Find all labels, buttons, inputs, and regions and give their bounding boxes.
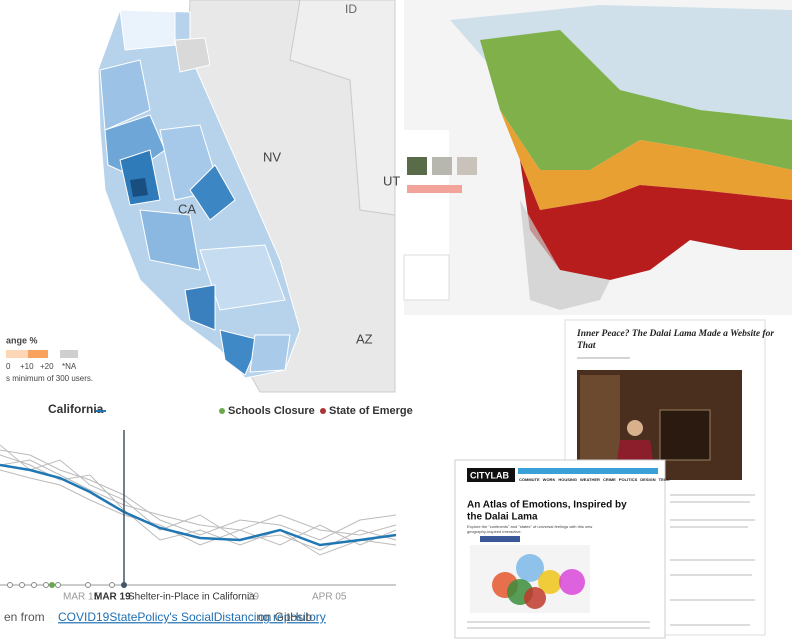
california-line — [0, 463, 397, 547]
article-title: the Dalai Lama — [467, 512, 538, 523]
article-title: That — [577, 341, 596, 351]
nav-item[interactable]: COMMUTE — [519, 477, 540, 482]
button-row — [407, 185, 462, 193]
nav-item[interactable]: WEATHER — [580, 477, 600, 482]
legend-label: Schools Closure — [228, 405, 315, 417]
x-label: Shelter-in-Place in California — [128, 592, 255, 603]
county — [249, 334, 291, 373]
x-label: MAR 19 — [94, 592, 131, 603]
legend-swatch — [60, 350, 78, 358]
county — [119, 9, 176, 51]
info-box — [403, 254, 450, 301]
footer-text: on GitHub — [258, 610, 312, 624]
county — [99, 59, 151, 131]
article-title: An Atlas of Emotions, Inspired by — [467, 500, 627, 511]
brand: CITYLAB — [470, 470, 509, 480]
gray-line — [0, 459, 397, 536]
california-map-panel: ID NV UT CA AZ ange % 0 +10 +20 *NA s mi… — [0, 0, 400, 393]
thumb — [457, 157, 477, 175]
nav-item[interactable]: CRIME — [603, 477, 616, 482]
emotion-circle — [516, 554, 544, 582]
nav-bar — [518, 468, 658, 474]
thumb — [407, 157, 427, 175]
emotion-circle — [524, 587, 546, 609]
state-label: UT — [383, 173, 400, 188]
footer-text: en from — [4, 610, 45, 624]
county — [119, 149, 161, 206]
person-head — [627, 420, 643, 436]
gray-line — [0, 444, 397, 551]
legend-label: State of Emerge — [329, 405, 413, 417]
county — [219, 329, 261, 376]
text-lines — [670, 494, 755, 626]
emotion-circle — [538, 570, 562, 594]
bookshelf — [580, 375, 620, 475]
articles-panel: Inner Peace? The Dalai Lama Made a Websi… — [454, 319, 774, 639]
panel-title: California — [48, 402, 104, 416]
nav-item[interactable]: TECH — [659, 477, 670, 482]
nav-item[interactable]: HOUSING — [558, 477, 577, 482]
emotion-circle — [559, 569, 585, 595]
footer-link[interactable]: COVID19StatePolicy's SocialDistancing re… — [58, 610, 326, 624]
nav: COMMUTE WORK HOUSING WEATHER CRIME POLITICS DE… — [519, 477, 670, 482]
county — [130, 178, 148, 197]
article-subtitle: geography-inspired interactive. — [467, 529, 522, 534]
brand-box — [467, 468, 515, 482]
legend-label: 0 — [6, 362, 11, 371]
legend-label: +10 — [20, 362, 34, 371]
fireplace — [659, 409, 711, 461]
legend-dot — [219, 408, 225, 414]
axis-dot — [31, 582, 37, 588]
line-panel: California Schools Closure State of Emer… — [0, 400, 413, 640]
county — [139, 209, 201, 271]
forest-band — [480, 30, 792, 170]
article-subtitle: Explore the "continents" and "states" of… — [467, 524, 592, 529]
legend-dot — [320, 408, 326, 414]
axis-dot — [109, 582, 115, 588]
event-dot — [121, 582, 127, 588]
axis-dot — [7, 582, 13, 588]
red-band — [520, 160, 792, 280]
nav-item[interactable]: POLITICS — [619, 477, 638, 482]
thumb — [432, 157, 452, 175]
event-dot — [49, 582, 55, 588]
gray-line — [0, 449, 397, 541]
state-label: NV — [263, 149, 281, 164]
axis-dot — [55, 582, 61, 588]
canada-map-panel — [403, 0, 792, 315]
share-button[interactable] — [480, 536, 520, 542]
legend-label: *NA — [62, 362, 77, 371]
x-label: MAR 15 — [63, 592, 100, 603]
axis-dot — [19, 582, 25, 588]
panel-bg — [0, 400, 396, 640]
nav-item[interactable]: WORK — [543, 477, 556, 482]
state-label: AZ — [356, 331, 373, 346]
nav-item[interactable]: DESIGN — [640, 477, 655, 482]
state-label: CA — [178, 201, 196, 216]
legend-swatch — [6, 350, 28, 358]
neighbor-state — [289, 0, 396, 216]
county-na — [174, 37, 211, 73]
orange-band — [500, 110, 792, 210]
south-region — [520, 200, 610, 310]
axis-dot — [43, 582, 49, 588]
county — [189, 164, 236, 221]
article-title: Inner Peace? The Dalai Lama Made a Websi… — [576, 329, 774, 339]
axis-dots — [7, 582, 115, 588]
note: s minimum of 300 users. — [6, 374, 93, 383]
legend-title: ange % — [6, 335, 38, 345]
legend-swatch — [28, 350, 48, 358]
axis-dot — [85, 582, 91, 588]
x-label: 29 — [248, 592, 260, 603]
x-label: APR 05 — [312, 592, 347, 603]
legend-label: +20 — [40, 362, 54, 371]
county — [184, 284, 216, 331]
state-label: ID — [345, 2, 357, 16]
